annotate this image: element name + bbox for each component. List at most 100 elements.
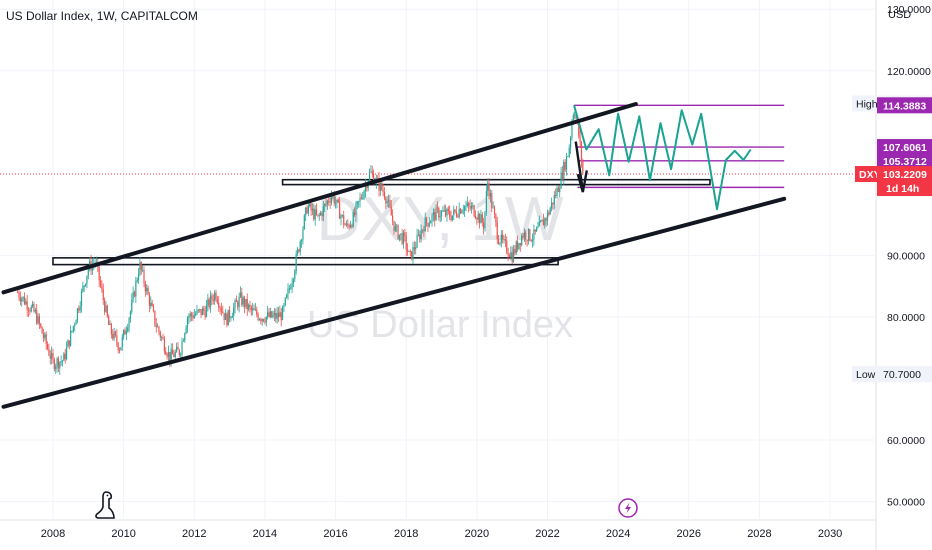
price-axis[interactable]: 130.0000 120.0000 90.0000 80.0000 60.0000 50.… xyxy=(887,4,931,508)
candle-body xyxy=(196,309,198,315)
candle-body xyxy=(506,240,508,253)
candle-body xyxy=(253,308,255,311)
grid-lines xyxy=(0,0,877,550)
time-axis[interactable]: 2008 2010 2012 2014 2016 2018 2020 2022 2024 2026… xyxy=(41,528,843,540)
candle-body xyxy=(275,313,277,319)
candle-body xyxy=(491,193,493,208)
candle-body xyxy=(496,222,498,240)
candle-body xyxy=(224,313,227,320)
candle-body xyxy=(537,226,539,228)
candle-body xyxy=(166,354,168,357)
candle-body xyxy=(49,355,51,359)
candle-body xyxy=(564,161,566,170)
candle-body xyxy=(549,208,551,215)
low-marker-label-bg xyxy=(852,366,878,383)
candle-body xyxy=(30,306,32,312)
zone-rectangle[interactable] xyxy=(281,178,711,186)
candle-body xyxy=(150,302,152,306)
candle-body xyxy=(230,317,232,319)
candle-body xyxy=(394,226,396,231)
candle-body xyxy=(125,330,127,335)
candle-body xyxy=(536,227,538,232)
level-lines[interactable] xyxy=(0,104,876,189)
channel-line[interactable] xyxy=(1,196,787,409)
candle-body xyxy=(108,316,110,325)
candle-body xyxy=(435,207,437,221)
candle-body xyxy=(243,297,246,307)
horizontal-zones[interactable] xyxy=(52,178,711,266)
candle-body xyxy=(234,300,236,308)
candle-body xyxy=(128,318,130,328)
candle-body xyxy=(529,229,531,241)
candle-body xyxy=(303,215,305,229)
candle-body xyxy=(38,316,40,324)
candle-body xyxy=(257,314,259,320)
candle-body xyxy=(425,217,428,223)
channel-line[interactable] xyxy=(1,102,638,295)
candle-body xyxy=(21,298,23,302)
lightning-icon[interactable] xyxy=(618,498,638,518)
candle-body xyxy=(363,190,365,198)
candle-body xyxy=(383,192,386,198)
candle-body xyxy=(465,205,467,207)
candle-body xyxy=(281,307,284,320)
candle-body xyxy=(337,199,339,203)
candle-body xyxy=(199,309,201,310)
candle-body xyxy=(461,211,463,214)
candle-body xyxy=(104,300,106,312)
candle-body xyxy=(476,218,478,220)
x-tick-label: 2018 xyxy=(394,528,418,540)
candle-body xyxy=(377,178,379,179)
forecast-line[interactable] xyxy=(573,104,752,211)
forecast-path[interactable] xyxy=(573,104,752,211)
candle-body xyxy=(455,211,458,216)
candle-body xyxy=(159,332,161,338)
chart-title: US Dollar Index, 1W, CAPITALCOM xyxy=(6,9,198,23)
candle-body xyxy=(389,200,391,207)
candle-body xyxy=(248,304,250,310)
candle-body xyxy=(101,285,103,290)
candle-body xyxy=(499,243,501,244)
candle-body xyxy=(385,197,387,204)
candle-body xyxy=(470,205,473,209)
candle-body xyxy=(500,234,502,244)
candle-body xyxy=(504,238,506,241)
candle-body xyxy=(110,323,113,335)
candle-body xyxy=(123,329,125,337)
arrow-line[interactable] xyxy=(574,141,585,191)
candle-body xyxy=(283,304,285,308)
x-tick-label: 2024 xyxy=(606,528,630,540)
candle-body xyxy=(580,141,583,162)
trend-channel[interactable] xyxy=(1,102,787,409)
candle-body xyxy=(424,217,426,232)
candle-body xyxy=(237,302,239,308)
candle-body xyxy=(148,294,151,306)
candle-body xyxy=(167,352,170,357)
candle-body xyxy=(575,114,577,118)
candle-body xyxy=(228,309,231,319)
candle-body xyxy=(33,303,35,312)
y-tick-label: 90.0000 xyxy=(887,250,925,262)
candle-body xyxy=(428,223,430,227)
candle-body xyxy=(578,122,580,136)
candle-body xyxy=(298,249,300,252)
candle-body xyxy=(512,249,515,262)
arrow-head xyxy=(576,170,589,193)
candle-body xyxy=(41,326,43,334)
candle-body xyxy=(267,312,269,317)
axis-tags: High114.6865Low70.7000114.3883107.606110… xyxy=(852,95,932,383)
zone-rectangle[interactable] xyxy=(52,257,559,266)
dino-logo-icon[interactable] xyxy=(95,491,115,519)
candle-body xyxy=(458,208,460,217)
candle-body xyxy=(174,351,176,357)
candle-body xyxy=(218,302,220,308)
candle-body xyxy=(18,292,20,298)
candle-body xyxy=(200,309,202,316)
candle-body xyxy=(155,324,157,328)
candle-body xyxy=(271,311,273,318)
candle-body xyxy=(55,366,57,370)
candle-body xyxy=(420,230,422,240)
candle-body xyxy=(27,309,30,311)
candle-body xyxy=(264,321,266,323)
